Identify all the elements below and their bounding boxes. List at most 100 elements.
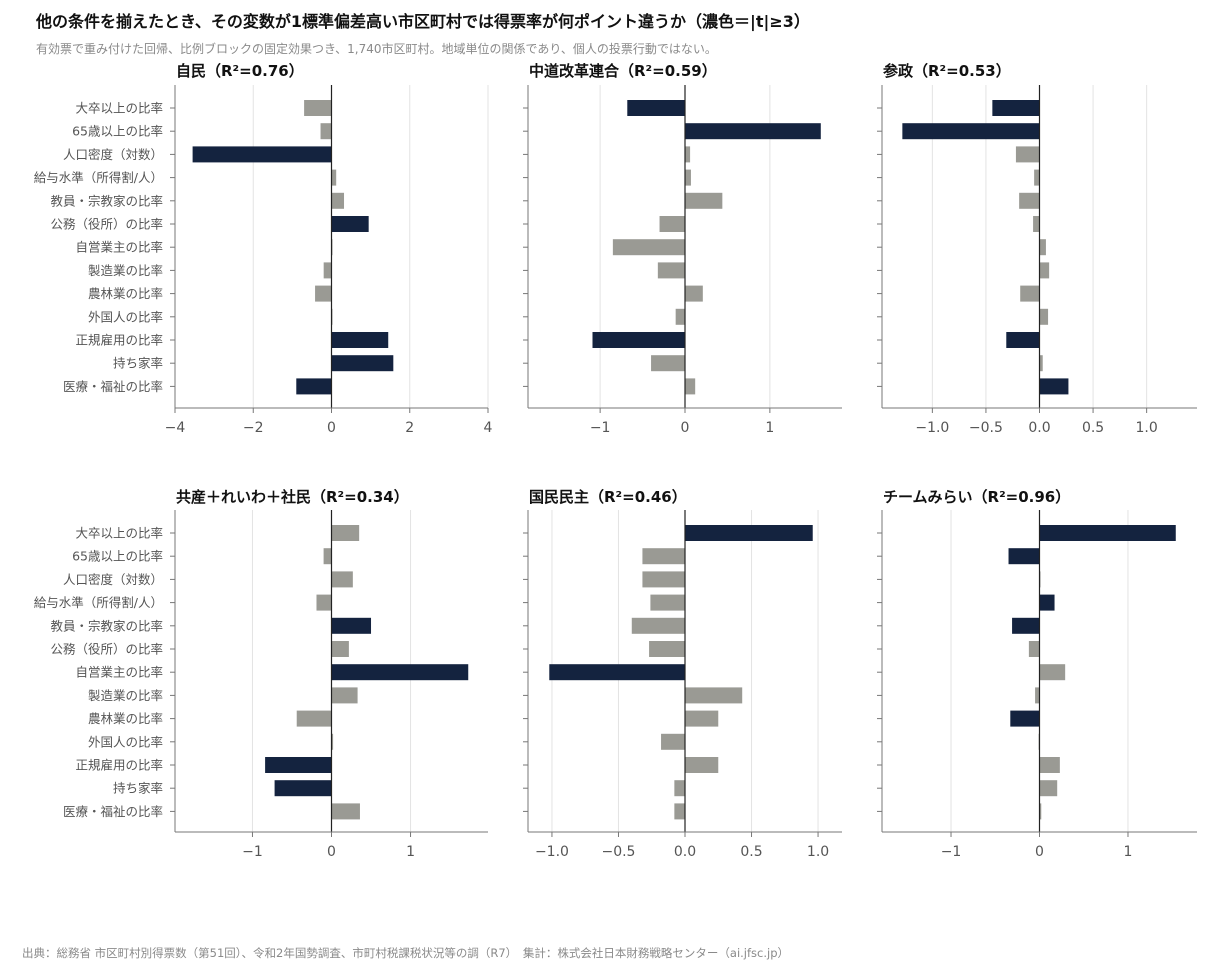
x-tick-label: 4 — [484, 420, 493, 436]
chart-panel-1: 自民（R²=0.76） −4 −2 0 2 4 大卒以上の比率 65歳以上の比率人口密度（対数… — [34, 62, 493, 436]
bar — [320, 123, 332, 140]
bar — [685, 525, 813, 541]
panel-title: 自民（R²=0.76） — [176, 62, 304, 80]
bar — [1039, 525, 1176, 541]
x-tick-label: 0.0 — [674, 844, 696, 860]
bar — [1039, 594, 1055, 611]
bar — [1012, 617, 1040, 634]
x-tick-label: −1.0 — [915, 420, 949, 436]
chart-panel-6: チームみらい（R²=0.96） −1 0 1 — [877, 488, 1197, 860]
x-tick-label: 1 — [1124, 844, 1133, 860]
x-tick-label: 1 — [765, 420, 774, 436]
bar — [992, 100, 1040, 116]
category-label: 製造業の比率 — [88, 263, 163, 278]
chart-panel-4: 共産＋れいわ＋社民（R²=0.34） −1 0 1 大卒以上の比率 65歳以上の比率人口密… — [34, 488, 488, 860]
category-label: 給与水準（所得割/人） — [34, 595, 163, 610]
bar — [296, 710, 332, 727]
bar — [323, 548, 332, 565]
category-label: 人口密度（対数） — [63, 572, 163, 587]
x-tick-label: 0 — [1035, 844, 1044, 860]
x-tick-label: −1 — [941, 844, 962, 860]
bar — [1039, 239, 1046, 256]
panel-title: 参政（R²=0.53） — [883, 62, 1011, 80]
category-label: 外国人の比率 — [88, 309, 163, 324]
bar — [631, 617, 685, 634]
bar — [331, 525, 360, 541]
bar — [685, 285, 703, 302]
bar — [323, 262, 332, 279]
bar — [1039, 757, 1060, 773]
bar — [675, 308, 685, 325]
bar — [642, 571, 685, 588]
bar — [1034, 169, 1040, 186]
category-label: 公務（役所）の比率 — [50, 642, 163, 657]
panel-title: 共産＋れいわ＋社民（R²=0.34） — [176, 488, 409, 506]
bar — [902, 123, 1040, 140]
bar — [1035, 687, 1040, 704]
x-tick-label: −1 — [242, 844, 263, 860]
category-label: 大卒以上の比率 — [75, 101, 163, 116]
category-label: 持ち家率 — [113, 781, 163, 796]
bar — [1039, 664, 1066, 681]
x-tick-label: −4 — [165, 420, 186, 436]
bar — [659, 216, 685, 232]
bar — [331, 169, 337, 186]
category-label: 人口密度（対数） — [63, 147, 163, 162]
bar — [331, 641, 349, 657]
bar — [304, 100, 332, 116]
bar — [642, 548, 685, 565]
x-tick-label: 0.0 — [1028, 420, 1050, 436]
bar — [627, 100, 685, 116]
bar — [331, 664, 469, 681]
bar — [331, 355, 394, 372]
bar — [1033, 216, 1040, 232]
category-label: 正規雇用の比率 — [75, 333, 163, 348]
x-tick-label: 0.5 — [1082, 420, 1104, 436]
bar — [331, 687, 358, 704]
bar — [661, 733, 685, 750]
category-label: 正規雇用の比率 — [75, 758, 163, 773]
category-label: 外国人の比率 — [88, 734, 163, 749]
bar — [674, 780, 685, 797]
bar — [1019, 192, 1040, 209]
bar — [1039, 378, 1069, 395]
x-tick-label: 0 — [681, 420, 690, 436]
category-label: 自営業主の比率 — [75, 665, 163, 680]
chart-panel-5: 国民民主（R²=0.46） −1.0 −0.5 0.0 0.5 1.0 — [523, 488, 842, 860]
category-label: 農林業の比率 — [88, 711, 163, 726]
bar — [685, 146, 691, 163]
x-tick-label: 0.5 — [740, 844, 762, 860]
bar — [1039, 308, 1049, 325]
bar — [612, 239, 685, 256]
main-title: 他の条件を揃えたとき、その変数が1標準偏差高い市区町村では得票率が何ポイント違う… — [36, 12, 810, 31]
x-tick-label: −0.5 — [601, 844, 635, 860]
bar — [685, 169, 691, 186]
bar — [1020, 285, 1040, 302]
category-label: 教員・宗教家の比率 — [50, 618, 163, 633]
bar — [1015, 146, 1040, 163]
bar — [1006, 332, 1040, 348]
bar — [649, 641, 685, 657]
bar — [1039, 780, 1058, 797]
bar — [296, 378, 332, 395]
x-tick-label: −1.0 — [535, 844, 569, 860]
bar — [685, 192, 723, 209]
bar — [331, 332, 389, 348]
x-tick-label: −2 — [243, 420, 264, 436]
bar — [265, 757, 332, 773]
x-tick-label: 1 — [406, 844, 415, 860]
x-tick-label: 1.0 — [807, 844, 829, 860]
category-label: 持ち家率 — [113, 356, 163, 371]
bar — [549, 664, 685, 681]
x-tick-label: 1.0 — [1136, 420, 1158, 436]
category-label: 医療・福祉の比率 — [63, 804, 163, 819]
bar — [674, 803, 685, 820]
bar — [685, 123, 821, 140]
bar — [274, 780, 332, 797]
subtitle: 有効票で重み付けた回帰、比例ブロックの固定効果つき、1,740市区町村。地域単位… — [36, 42, 717, 56]
x-tick-label: 2 — [405, 420, 414, 436]
bar — [657, 262, 685, 279]
category-label: 製造業の比率 — [88, 688, 163, 703]
bar — [685, 378, 696, 395]
